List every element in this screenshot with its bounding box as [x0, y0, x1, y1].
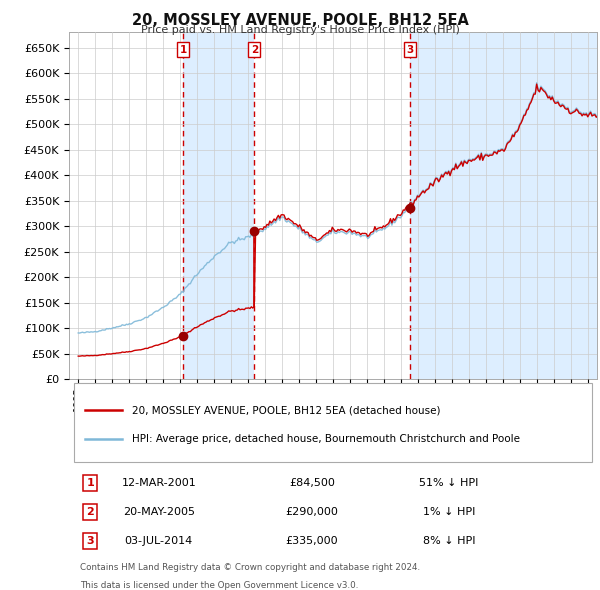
Text: 20, MOSSLEY AVENUE, POOLE, BH12 5EA: 20, MOSSLEY AVENUE, POOLE, BH12 5EA: [131, 13, 469, 28]
Text: £335,000: £335,000: [286, 536, 338, 546]
Text: This data is licensed under the Open Government Licence v3.0.: This data is licensed under the Open Gov…: [80, 581, 358, 590]
Text: 3: 3: [406, 45, 413, 55]
Text: 2: 2: [251, 45, 258, 55]
Bar: [183, 32, 254, 379]
Text: 1: 1: [179, 45, 187, 55]
Text: £290,000: £290,000: [286, 507, 338, 517]
Text: Contains HM Land Registry data © Crown copyright and database right 2024.: Contains HM Land Registry data © Crown c…: [80, 563, 419, 572]
Text: 51% ↓ HPI: 51% ↓ HPI: [419, 478, 479, 488]
Text: 2: 2: [86, 507, 94, 517]
Text: 3: 3: [86, 536, 94, 546]
Text: 20-MAY-2005: 20-MAY-2005: [123, 507, 195, 517]
Text: £84,500: £84,500: [289, 478, 335, 488]
FancyBboxPatch shape: [74, 384, 592, 463]
Text: 12-MAR-2001: 12-MAR-2001: [121, 478, 196, 488]
Text: 20, MOSSLEY AVENUE, POOLE, BH12 5EA (detached house): 20, MOSSLEY AVENUE, POOLE, BH12 5EA (det…: [133, 405, 441, 415]
Bar: [410, 32, 597, 379]
Text: 1: 1: [86, 478, 94, 488]
Text: 03-JUL-2014: 03-JUL-2014: [125, 536, 193, 546]
Text: 8% ↓ HPI: 8% ↓ HPI: [423, 536, 475, 546]
Text: Price paid vs. HM Land Registry's House Price Index (HPI): Price paid vs. HM Land Registry's House …: [140, 25, 460, 35]
Text: HPI: Average price, detached house, Bournemouth Christchurch and Poole: HPI: Average price, detached house, Bour…: [133, 434, 520, 444]
Text: 1% ↓ HPI: 1% ↓ HPI: [423, 507, 475, 517]
